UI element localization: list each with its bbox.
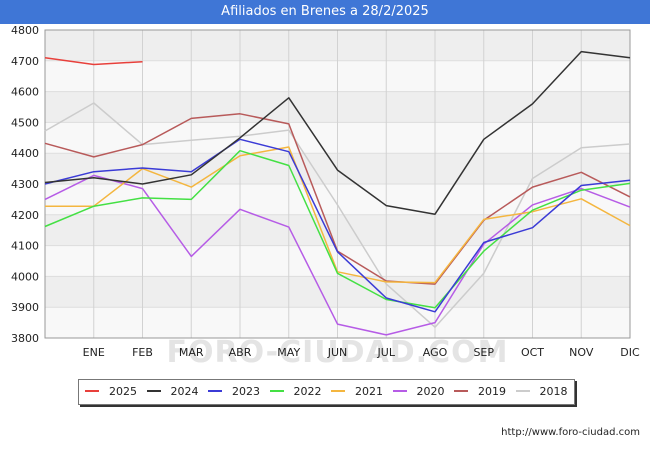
legend-swatch [85, 390, 99, 392]
series-line-2022 [44, 149, 631, 309]
legend-item-2022: 2022 [269, 380, 322, 404]
watermark-text: FORO-CIUDAD.COM [167, 335, 509, 370]
x-tick-label: DIC [620, 346, 640, 359]
y-tick-label: 4500 [11, 116, 39, 129]
legend-label: 2022 [293, 385, 322, 398]
series-line-2023 [44, 138, 631, 313]
x-tick-label: SEP [473, 346, 494, 359]
chart-title-bar: Afiliados en Brenes a 28/2/2025 [0, 0, 650, 24]
series-line-2020 [44, 174, 631, 336]
x-tick-label: JUN [327, 346, 348, 359]
legend-label: 2018 [539, 385, 568, 398]
legend-swatch [392, 390, 407, 392]
y-tick-label: 4400 [11, 147, 39, 160]
y-tick-label: 4800 [11, 24, 39, 37]
legend-swatch [454, 390, 468, 392]
series-line-2024 [44, 50, 631, 215]
x-tick-label: JUL [377, 346, 396, 359]
legend-item-2021: 2021 [331, 380, 383, 404]
legend-item-2025: 2025 [85, 380, 137, 404]
legend-swatch [269, 390, 284, 392]
legend-label: 2023 [232, 385, 260, 398]
legend-swatch [515, 390, 530, 392]
x-tick-label: FEB [132, 346, 153, 359]
y-tick-label: 4100 [11, 240, 39, 253]
y-tick-label: 4700 [11, 55, 39, 68]
y-tick-label: 3800 [11, 332, 39, 345]
x-tick-label: ENE [83, 346, 105, 359]
x-tick-label: NOV [569, 346, 594, 359]
x-tick-label: MAR [179, 346, 204, 359]
legend-item-2020: 2020 [392, 380, 445, 404]
legend-swatch [208, 390, 222, 392]
x-tick-label: AGO [423, 346, 448, 359]
legend-label: 2020 [416, 385, 445, 398]
x-tick-label: ABR [229, 346, 252, 359]
legend-label: 2024 [170, 385, 199, 398]
legend-label: 2019 [478, 385, 506, 398]
y-tick-label: 4600 [11, 86, 39, 99]
y-tick-label: 3900 [11, 301, 39, 314]
legend: 2025 2024 2023 2022 2021 2020 2019 2018 [78, 379, 575, 405]
legend-item-2018: 2018 [515, 380, 568, 404]
legend-item-2019: 2019 [454, 380, 506, 404]
x-tick-label: MAY [277, 346, 300, 359]
legend-label: 2021 [355, 385, 383, 398]
legend-label: 2025 [109, 385, 137, 398]
legend-item-2024: 2024 [146, 380, 199, 404]
y-tick-label: 4200 [11, 209, 39, 222]
y-tick-label: 4000 [11, 270, 39, 283]
y-tick-label: 4300 [11, 178, 39, 191]
legend-swatch [331, 390, 345, 392]
chart-title: Afiliados en Brenes a 28/2/2025 [221, 4, 429, 19]
series-line-2025 [44, 56, 143, 66]
source-credit: http://www.foro-ciudad.com [501, 427, 640, 438]
x-tick-label: OCT [521, 346, 544, 359]
legend-item-2023: 2023 [208, 380, 260, 404]
legend-swatch [146, 390, 161, 392]
